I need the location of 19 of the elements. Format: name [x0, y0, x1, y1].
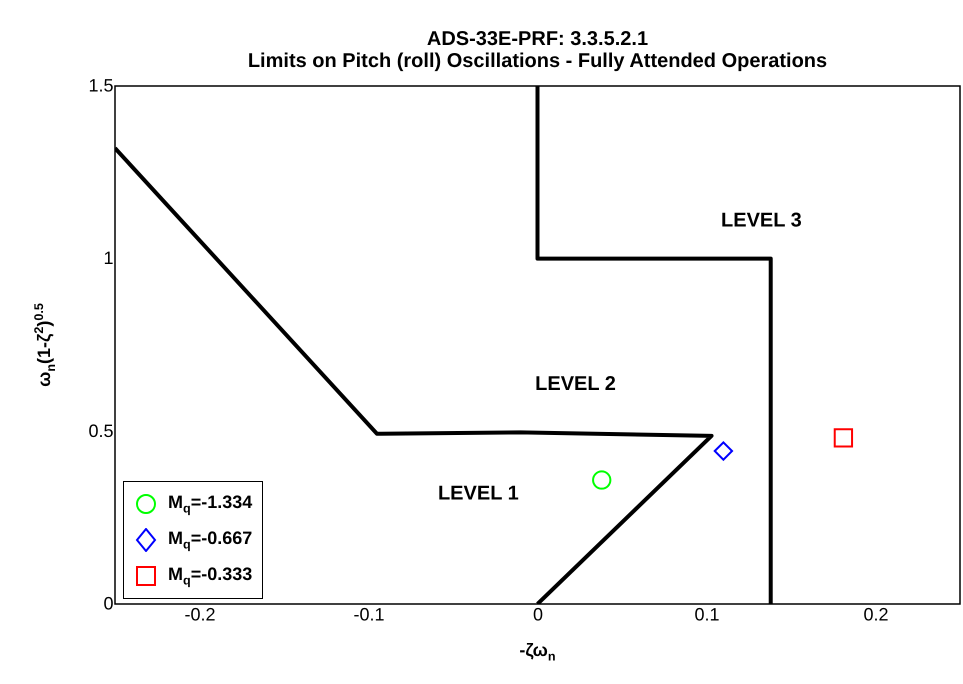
y-tick-label: 1.5	[88, 76, 114, 96]
annotation: LEVEL 2	[535, 372, 616, 395]
point	[834, 428, 854, 448]
legend-label: M$_{q}$=-0.667	[168, 528, 252, 552]
x-tick-label: 0.1	[694, 604, 720, 624]
x-axis-title: -ζω$_{n}$	[519, 640, 556, 664]
point	[592, 470, 612, 490]
y-tick-label: 1	[103, 248, 114, 268]
x-tick-label: -0.1	[353, 604, 385, 624]
chart-title: ADS-33E-PRF: 3.3.5.2.1 Limits on Pitch (roll) Oscillations - Fully Attended Operations	[248, 28, 828, 72]
annotation: LEVEL 1	[438, 482, 519, 505]
x-tick-label: -0.2	[184, 604, 216, 624]
x-tick-label: 0.2	[863, 604, 889, 624]
point	[714, 441, 734, 461]
y-tick-label: 0.5	[88, 420, 114, 441]
annotation: LEVEL 3	[721, 210, 802, 232]
x-tick-label: 0	[532, 604, 544, 624]
legend-label: M$_{q}$=-0.333	[168, 564, 252, 588]
legend-label: M$_{q}$=-1.334	[168, 492, 252, 516]
